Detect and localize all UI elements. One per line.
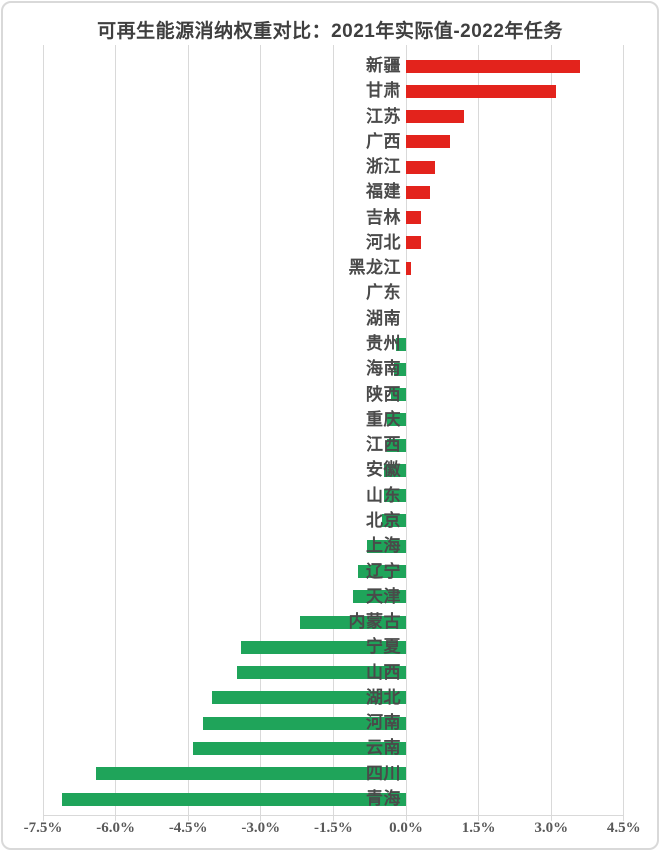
- bar-label: 陕西: [366, 384, 401, 404]
- plot-area: -7.5% -6.0% -4.5% -3.0% -1.5% 0.0% 1.5% 3.0% 4.5…: [3, 3, 657, 848]
- x-tick-label: -6.0%: [96, 820, 135, 836]
- x-tick-label: -3.0%: [241, 820, 281, 836]
- grid-line: [550, 45, 552, 821]
- bar: [406, 236, 421, 250]
- bar: [396, 337, 406, 351]
- bar: [236, 666, 406, 680]
- grid-line: [187, 45, 189, 821]
- x-tick-label: -4.5%: [168, 820, 208, 836]
- bar: [393, 362, 406, 376]
- bar-label: 河北: [366, 232, 401, 252]
- bar-label: 广西: [366, 131, 401, 151]
- bar-label: 山东: [366, 485, 401, 505]
- bar: [391, 388, 406, 402]
- bar: [212, 691, 406, 705]
- grid-line: [332, 45, 334, 821]
- bar-label: 安徽: [366, 460, 401, 480]
- bar-label: 上海: [366, 536, 401, 556]
- bar: [381, 514, 406, 528]
- chart-title: 可再生能源消纳权重对比：2021年实际值-2022年任务: [97, 21, 563, 42]
- bar-label: 广东: [366, 283, 401, 303]
- x-tick-label: 1.5%: [461, 820, 496, 836]
- bar-label: 贵州: [366, 334, 401, 354]
- bar-label: 河南: [366, 713, 401, 733]
- bar-label: 天津: [366, 586, 401, 606]
- grid-line: [405, 45, 407, 821]
- x-tick-label: -1.5%: [314, 820, 353, 836]
- bar-label: 湖北: [366, 687, 401, 707]
- bar-label: 甘肃: [366, 81, 401, 101]
- bar: [384, 489, 406, 503]
- bar: [386, 438, 406, 452]
- bar: [202, 716, 406, 730]
- bar-label: 新疆: [366, 56, 401, 75]
- bar-label: 海南: [366, 359, 401, 379]
- bar-label: 山西: [366, 662, 401, 682]
- bar: [352, 590, 406, 604]
- bar: [406, 211, 421, 225]
- bar-label: 宁夏: [366, 637, 401, 657]
- bar-label: 黑龙江: [348, 258, 401, 278]
- bar: [406, 160, 436, 174]
- x-tick-label: 0.0%: [389, 820, 423, 836]
- bar: [367, 539, 406, 553]
- bar: [406, 135, 450, 149]
- bar: [241, 640, 406, 654]
- bar-label: 内蒙古: [348, 612, 401, 632]
- bar: [406, 110, 465, 124]
- bar: [96, 767, 406, 781]
- bar: [384, 463, 406, 477]
- bar: [406, 59, 581, 73]
- grid-line: [42, 45, 44, 821]
- x-tick-label: -7.5%: [23, 820, 63, 836]
- grid-line: [623, 45, 625, 821]
- grid-line: [115, 45, 117, 821]
- bar-label: 江苏: [366, 106, 401, 126]
- grid-line: [478, 45, 480, 821]
- x-tick-label: 3.0%: [534, 820, 569, 836]
- bar: [193, 741, 406, 755]
- bar-label: 浙江: [366, 157, 401, 177]
- bar-label: 青海: [366, 789, 401, 808]
- bar-label: 四川: [366, 763, 401, 783]
- bar-label: 辽宁: [366, 561, 401, 581]
- x-tick-label: 4.5%: [606, 820, 641, 836]
- bar-label: 北京: [366, 510, 401, 530]
- bar-label: 云南: [366, 738, 401, 758]
- grid-line: [260, 45, 262, 821]
- bar-label: 湖南: [366, 308, 401, 328]
- bar-label: 福建: [366, 182, 401, 202]
- bar: [406, 84, 557, 98]
- bar: [406, 261, 411, 275]
- bar: [62, 792, 406, 806]
- bar: [406, 185, 431, 199]
- bar: [386, 413, 406, 427]
- x-axis-line: [43, 815, 624, 816]
- bar-label: 重庆: [366, 409, 401, 429]
- bar: [299, 615, 406, 629]
- bar-label: 江西: [366, 435, 401, 455]
- bar: [357, 565, 406, 579]
- bar-label: 吉林: [366, 207, 401, 227]
